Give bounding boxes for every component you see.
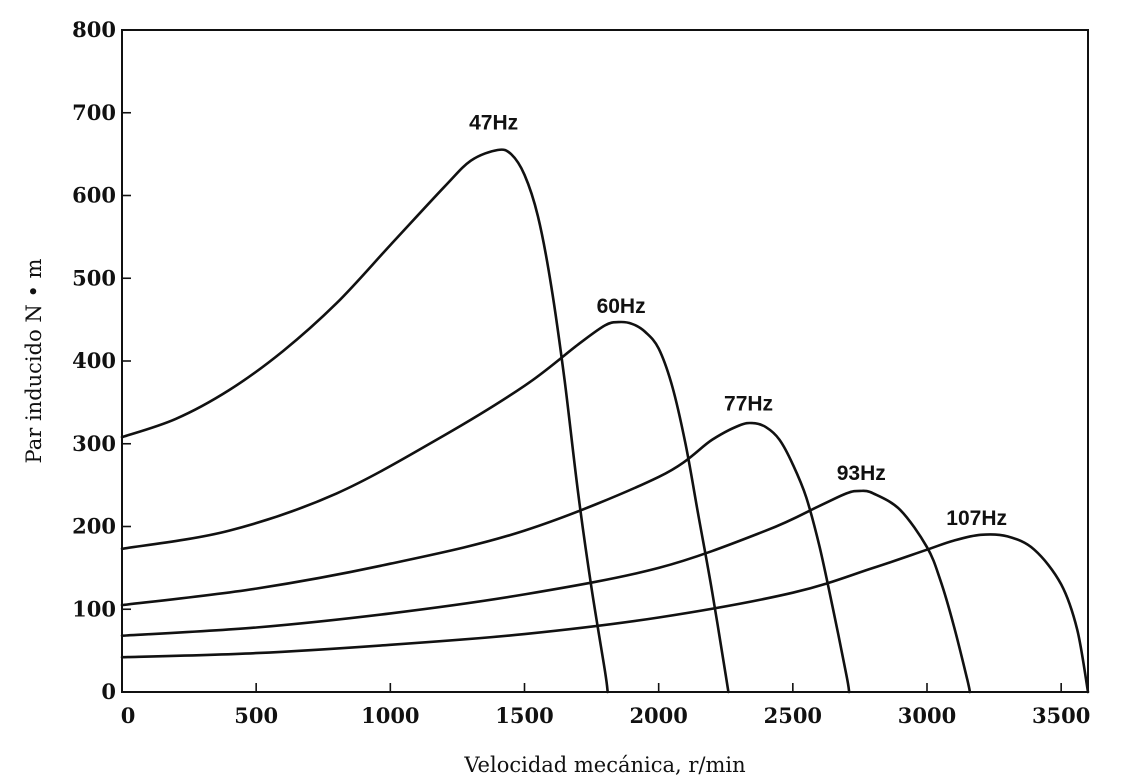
y-tick-label: 200 [72, 514, 116, 539]
curve-93hz [120, 489, 972, 694]
curve-60hz [120, 320, 730, 694]
x-axis-title: Velocidad mecánica, r/min [463, 753, 745, 777]
y-tick-label: 600 [72, 183, 116, 208]
curves [120, 148, 1090, 694]
curve-label: 47Hz [469, 111, 518, 134]
x-tick-label: 0 [121, 703, 136, 728]
x-tick-label: 500 [234, 703, 278, 728]
y-tick-label: 800 [72, 17, 116, 42]
curve-label: 107Hz [946, 507, 1007, 530]
y-tick-label: 500 [72, 265, 116, 290]
y-tick-label: 100 [72, 596, 116, 621]
y-tick-label: 700 [72, 100, 116, 125]
y-tick-label: 0 [101, 679, 116, 704]
y-tick-label: 400 [72, 348, 116, 373]
curve-107hz [120, 533, 1090, 694]
curve-label: 93Hz [837, 462, 886, 485]
x-axis: 0 500 1000 1500 2000 2500 3000 3500 [121, 683, 1090, 728]
x-tick-label: 1500 [495, 703, 553, 728]
y-axis-title: Par inducido N • m [22, 258, 46, 463]
curve-label: 77Hz [724, 393, 773, 416]
x-tick-label: 2500 [764, 703, 822, 728]
curve-47hz [120, 148, 609, 694]
x-tick-label: 2000 [629, 703, 687, 728]
y-tick-label: 300 [72, 431, 116, 456]
y-axis: 0 100 200 300 400 500 600 700 800 [72, 17, 131, 704]
x-tick-label: 3000 [898, 703, 956, 728]
x-tick-label: 3500 [1032, 703, 1090, 728]
curve-label: 60Hz [597, 295, 646, 318]
curve-labels: 47Hz 60Hz 77Hz 93Hz 107Hz [469, 111, 1007, 530]
curve-77hz [120, 421, 851, 694]
x-tick-label: 1000 [361, 703, 419, 728]
